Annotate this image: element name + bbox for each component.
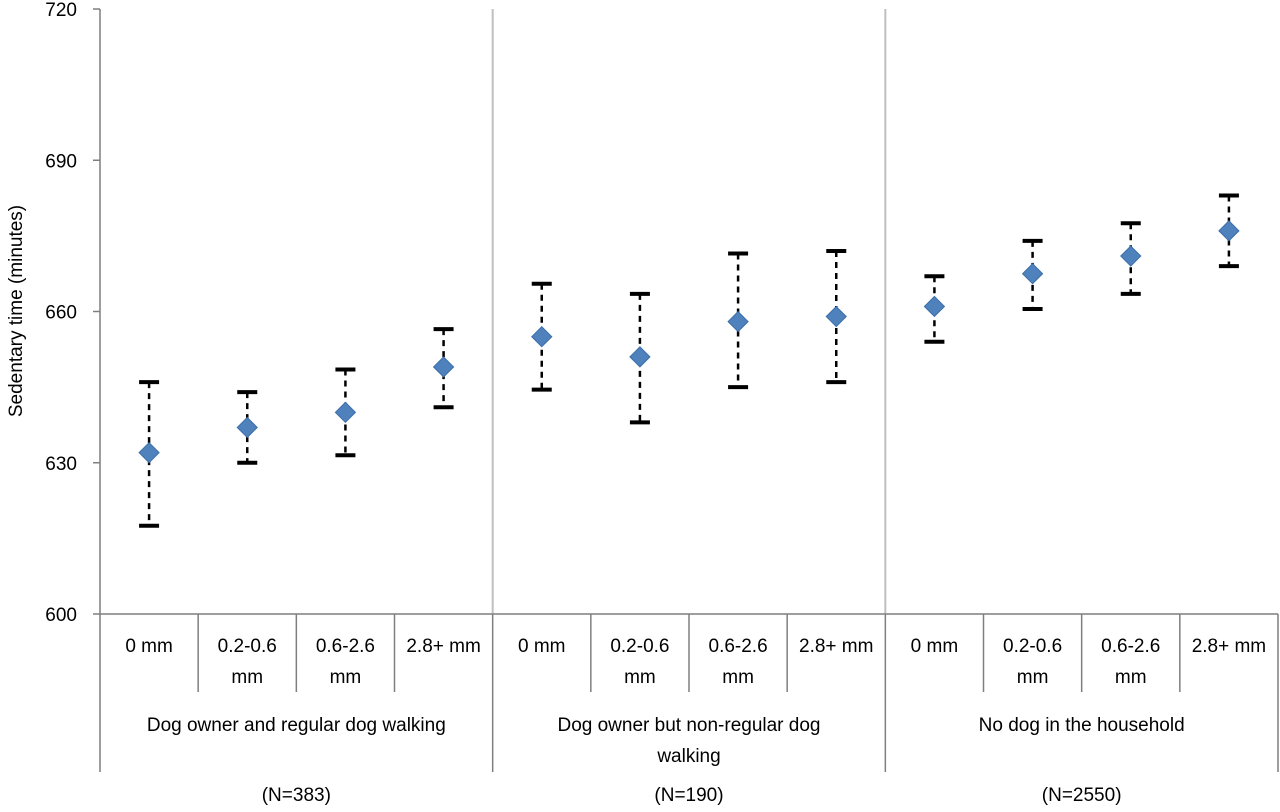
- category-label: 2.8+ mm: [406, 636, 480, 657]
- group-label: Dog owner but non-regular dog: [557, 715, 820, 736]
- y-tick-label: 630: [45, 454, 77, 475]
- category-label: mm: [624, 667, 656, 688]
- data-point: [1120, 245, 1142, 267]
- data-point: [727, 310, 749, 333]
- category-label: mm: [722, 667, 754, 688]
- category-label: 0.6-2.6: [316, 636, 375, 657]
- data-point: [432, 356, 455, 378]
- group-label: walking: [656, 746, 720, 767]
- category-label: 2.8+ mm: [1192, 636, 1266, 657]
- category-label: mm: [1017, 667, 1049, 688]
- data-point: [138, 441, 160, 464]
- category-label: 0.2-0.6: [610, 636, 669, 657]
- y-axis-title: Sedentary time (minutes): [6, 205, 27, 417]
- data-point: [1021, 262, 1044, 285]
- group-label: No dog in the household: [979, 715, 1185, 736]
- category-label: mm: [1115, 667, 1147, 688]
- y-tick-label: 600: [45, 605, 77, 626]
- category-label: 0 mm: [125, 636, 173, 657]
- category-label: 0 mm: [911, 636, 959, 657]
- y-tick-label: 660: [45, 303, 77, 324]
- category-label: 0.2-0.6: [218, 636, 277, 657]
- category-label: 2.8+ mm: [799, 636, 873, 657]
- data-point: [236, 416, 258, 439]
- category-label: 0.6-2.6: [1101, 636, 1160, 657]
- data-point: [825, 305, 847, 328]
- category-label: mm: [231, 667, 263, 688]
- group-n-label: (N=190): [654, 785, 723, 806]
- data-point: [923, 295, 946, 318]
- data-point: [629, 346, 651, 368]
- data-point: [531, 326, 553, 348]
- group-n-label: (N=383): [262, 785, 331, 806]
- group-label: Dog owner and regular dog walking: [147, 715, 446, 736]
- y-tick-label: 690: [45, 151, 77, 172]
- category-label: mm: [330, 667, 362, 688]
- y-tick-label: 720: [45, 0, 77, 21]
- category-label: 0.2-0.6: [1003, 636, 1062, 657]
- category-label: 0.6-2.6: [709, 636, 768, 657]
- group-n-label: (N=2550): [1042, 785, 1122, 806]
- category-label: 0 mm: [518, 636, 566, 657]
- data-point: [1218, 220, 1240, 242]
- data-point: [334, 401, 357, 424]
